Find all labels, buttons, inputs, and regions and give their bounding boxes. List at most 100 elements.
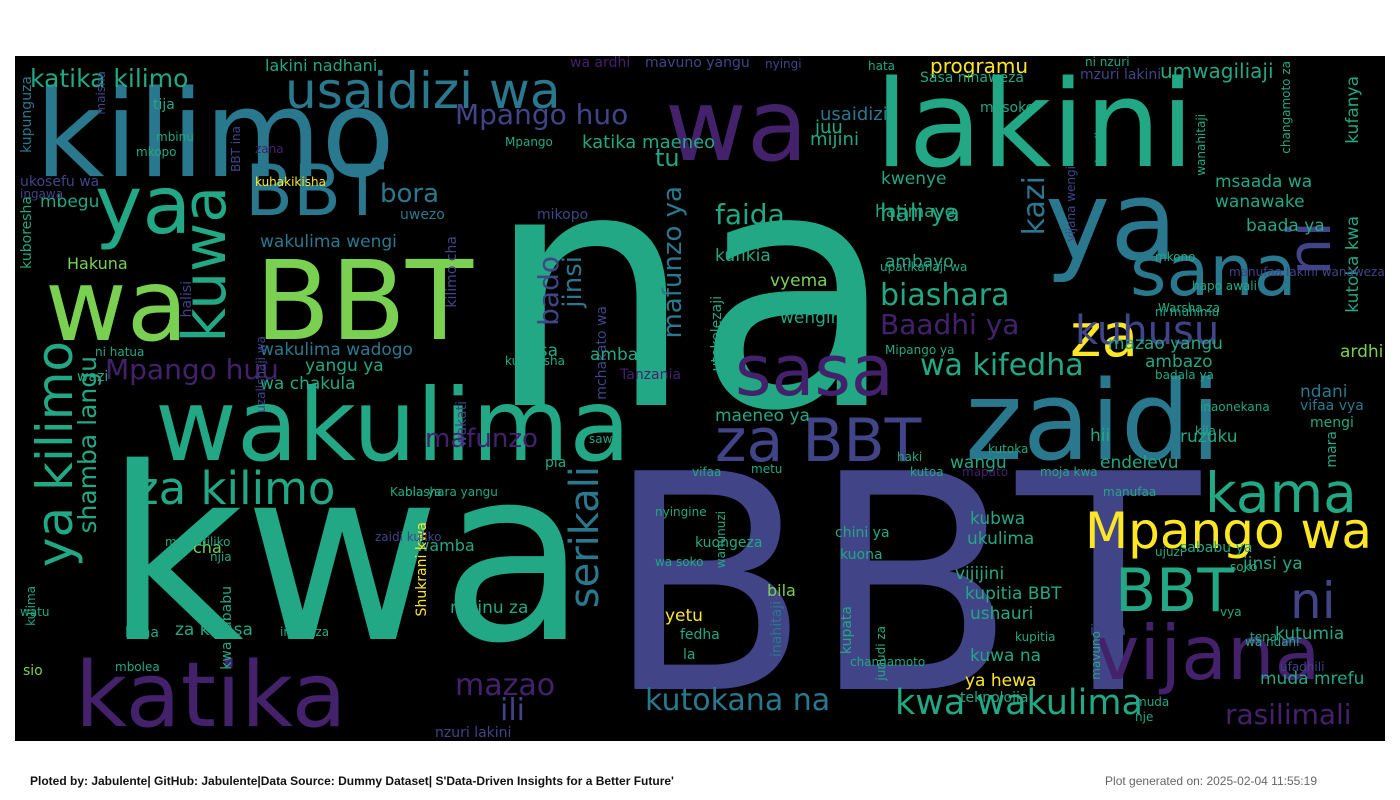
cloud-word: tu bbox=[655, 144, 680, 172]
cloud-word: mikopo bbox=[537, 207, 589, 223]
cloud-word: wengine bbox=[780, 308, 852, 328]
cloud-word: zana bbox=[255, 142, 284, 156]
cloud-word: wakati bbox=[454, 401, 470, 447]
cloud-word: mapato bbox=[962, 465, 1009, 479]
cloud-word: ili bbox=[500, 693, 526, 728]
cloud-word: upatikanaji wa bbox=[880, 260, 968, 274]
cloud-word: wakulima bbox=[155, 367, 631, 484]
cloud-word: inaonekana bbox=[1200, 400, 1270, 414]
cloud-word: za kilimo bbox=[135, 462, 336, 515]
cloud-word: kuona bbox=[840, 547, 883, 563]
cloud-word: wazi bbox=[77, 369, 109, 385]
cloud-word: hata bbox=[868, 59, 896, 73]
cloud-word: zaidi kuliko bbox=[375, 530, 442, 544]
cloud-word: kilimo cha bbox=[444, 236, 460, 308]
cloud-word: kutoa bbox=[910, 465, 944, 479]
cloud-word: mzuri lakini bbox=[1080, 67, 1162, 83]
cloud-word: uzalishaji wa bbox=[254, 336, 268, 413]
cloud-word: maisha bbox=[94, 71, 108, 115]
cloud-word: BBT bbox=[1115, 556, 1234, 626]
footer-credit: Ploted by: Jabulente| GitHub: Jabulente|… bbox=[30, 774, 674, 788]
cloud-word: kwenye bbox=[881, 169, 947, 189]
cloud-word: katika maeneo bbox=[582, 132, 716, 153]
cloud-word: watu bbox=[20, 605, 50, 619]
cloud-word: njia bbox=[210, 550, 232, 564]
cloud-word: mijini bbox=[810, 129, 859, 150]
cloud-word: ambao bbox=[590, 345, 649, 365]
cloud-word: vyema bbox=[770, 271, 828, 291]
word-cloud-image: na BBT kwa lakini wakulima zaidi kilimo BBT kati… bbox=[15, 56, 1385, 741]
cloud-word: Mpango wa bbox=[1085, 502, 1372, 560]
cloud-word: ujuzi bbox=[1155, 545, 1184, 559]
cloud-word: soko bbox=[1230, 560, 1258, 574]
cloud-word: kuongeza bbox=[695, 535, 763, 551]
cloud-word: kama bbox=[1205, 461, 1357, 525]
cloud-word: vifaa bbox=[692, 465, 722, 479]
cloud-word: usaidizi bbox=[820, 104, 888, 125]
cloud-word: Mpango huo bbox=[455, 98, 629, 131]
cloud-word: mazao bbox=[455, 668, 556, 703]
cloud-word: mafunzo ya bbox=[658, 186, 688, 339]
cloud-word: usaidizi wa bbox=[285, 62, 561, 120]
cloud-word: la bbox=[683, 647, 696, 663]
cloud-word: Hakuna bbox=[67, 254, 128, 273]
cloud-word: kufikia bbox=[715, 246, 771, 266]
cloud-word: metu bbox=[751, 462, 783, 476]
cloud-word: ya bbox=[95, 159, 192, 252]
cloud-word: bora bbox=[380, 179, 440, 209]
cloud-word: jinsi ya bbox=[1243, 554, 1303, 574]
cloud-word: kilimo bbox=[35, 66, 395, 205]
cloud-word: katika kilimo bbox=[30, 64, 189, 93]
cloud-word: kuwa na bbox=[970, 646, 1042, 666]
cloud-word: mengi bbox=[1310, 415, 1354, 431]
cloud-word: ingawa bbox=[20, 187, 64, 201]
cloud-word: ni bbox=[1290, 572, 1336, 630]
cloud-word: sawa bbox=[589, 432, 620, 446]
cloud-word: wangu bbox=[950, 453, 1007, 473]
cloud-word: vijijini bbox=[955, 564, 1005, 584]
cloud-word: Mpango bbox=[505, 135, 553, 149]
cloud-word: kubwa bbox=[970, 509, 1026, 529]
cloud-word: ukosefu wa bbox=[20, 174, 100, 190]
cloud-word: inahitaji bbox=[769, 601, 785, 657]
cloud-word: Tanzania bbox=[620, 367, 681, 383]
cloud-word: kuhakikisha bbox=[255, 175, 326, 189]
cloud-word: wa bbox=[45, 247, 189, 364]
cloud-word: haki bbox=[897, 450, 923, 464]
cloud-word: ni muhimu bbox=[1155, 305, 1220, 319]
cloud-word: kuna bbox=[125, 625, 160, 641]
cloud-word: bila bbox=[767, 581, 796, 600]
cloud-word: ufadhili bbox=[1280, 660, 1325, 674]
cloud-word: msaada wa bbox=[1215, 172, 1313, 192]
cloud-word: wanawake bbox=[1215, 192, 1305, 212]
cloud-word: Sasa ninaweza bbox=[920, 70, 1024, 86]
cloud-word: mbegu bbox=[40, 192, 100, 212]
cloud-word: ushauri bbox=[970, 604, 1034, 624]
cloud-word: faida bbox=[715, 198, 785, 231]
cloud-word: ambayo bbox=[885, 252, 954, 272]
cloud-word: kupitia bbox=[1015, 630, 1056, 644]
cloud-word: kupitia BBT bbox=[965, 584, 1062, 604]
cloud-word: BBT bbox=[605, 411, 1200, 741]
cloud-word: ambazo bbox=[1145, 352, 1213, 372]
cloud-word: wa chakula bbox=[260, 374, 356, 394]
cloud-word: pia bbox=[545, 455, 567, 471]
cloud-word: yangu ya bbox=[305, 356, 384, 376]
cloud-word: na bbox=[485, 99, 897, 483]
cloud-word: mbinu za bbox=[450, 598, 529, 618]
cloud-word: lakini bbox=[875, 56, 1195, 195]
cloud-word: nzuri lakini bbox=[435, 725, 512, 741]
cloud-word: kwa wakulima bbox=[895, 683, 1143, 723]
cloud-word: za bbox=[1070, 301, 1139, 371]
cloud-word: lakini nadhani bbox=[265, 56, 378, 75]
cloud-word: mazao yangu bbox=[1108, 334, 1223, 354]
cloud-word: ya bbox=[1045, 157, 1178, 285]
cloud-word: junudi za bbox=[874, 626, 888, 681]
cloud-word: mbinu bbox=[156, 130, 194, 144]
cloud-word: masoko bbox=[980, 100, 1035, 116]
cloud-word: wa ndani bbox=[1245, 635, 1300, 649]
cloud-word: kutokana na bbox=[645, 683, 831, 718]
cloud-word: rasilimali bbox=[1225, 698, 1352, 731]
cloud-word: kila bbox=[1195, 424, 1216, 438]
cloud-word: serikali bbox=[562, 466, 608, 609]
